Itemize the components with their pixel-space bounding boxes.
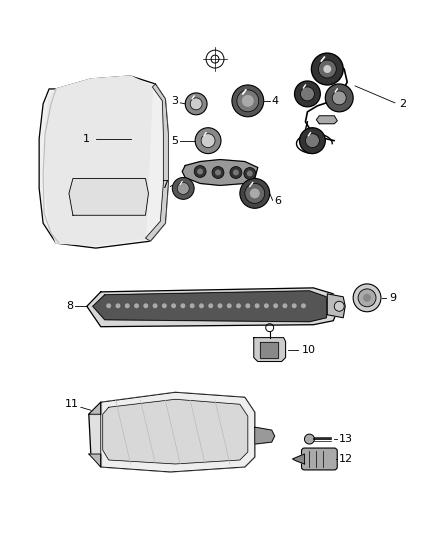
Polygon shape — [45, 76, 152, 245]
Circle shape — [233, 169, 239, 175]
Circle shape — [304, 434, 314, 444]
Circle shape — [334, 301, 344, 311]
Circle shape — [232, 85, 264, 117]
Text: 12: 12 — [339, 454, 353, 464]
Circle shape — [245, 183, 265, 203]
Circle shape — [245, 303, 250, 308]
Circle shape — [300, 87, 314, 101]
Circle shape — [294, 81, 320, 107]
Circle shape — [244, 167, 256, 180]
Polygon shape — [93, 291, 326, 322]
Polygon shape — [39, 76, 168, 248]
Circle shape — [300, 128, 325, 154]
Polygon shape — [327, 294, 345, 318]
Circle shape — [292, 303, 297, 308]
Text: 2: 2 — [399, 99, 406, 109]
Circle shape — [227, 303, 232, 308]
Circle shape — [177, 182, 189, 195]
Text: 5: 5 — [171, 136, 178, 146]
Polygon shape — [182, 159, 258, 185]
Polygon shape — [69, 179, 148, 215]
Circle shape — [332, 91, 346, 105]
Circle shape — [171, 303, 176, 308]
Circle shape — [264, 303, 269, 308]
Circle shape — [247, 171, 253, 176]
Circle shape — [180, 303, 185, 308]
Circle shape — [230, 166, 242, 179]
Text: 11: 11 — [65, 399, 79, 409]
Circle shape — [143, 303, 148, 308]
Polygon shape — [316, 116, 337, 124]
Circle shape — [273, 303, 278, 308]
Polygon shape — [255, 427, 275, 444]
Circle shape — [172, 177, 194, 199]
Text: 9: 9 — [389, 293, 396, 303]
Text: 6: 6 — [275, 196, 282, 206]
Circle shape — [215, 169, 221, 175]
Circle shape — [152, 303, 158, 308]
Circle shape — [318, 60, 336, 78]
Circle shape — [190, 98, 202, 110]
Polygon shape — [87, 288, 339, 327]
Circle shape — [283, 303, 287, 308]
Circle shape — [250, 188, 260, 198]
Polygon shape — [101, 392, 255, 472]
Polygon shape — [145, 84, 168, 241]
Circle shape — [197, 168, 203, 174]
Polygon shape — [293, 454, 304, 464]
Circle shape — [125, 303, 130, 308]
Circle shape — [201, 134, 215, 148]
Polygon shape — [89, 392, 255, 472]
Text: 4: 4 — [272, 96, 279, 106]
Polygon shape — [260, 342, 278, 358]
Circle shape — [106, 303, 111, 308]
Circle shape — [240, 179, 270, 208]
Circle shape — [185, 93, 207, 115]
Circle shape — [134, 303, 139, 308]
Circle shape — [194, 166, 206, 177]
Polygon shape — [89, 402, 101, 414]
Circle shape — [199, 303, 204, 308]
Circle shape — [323, 65, 331, 73]
Circle shape — [301, 303, 306, 308]
Circle shape — [254, 303, 260, 308]
Circle shape — [116, 303, 120, 308]
Circle shape — [218, 303, 223, 308]
Circle shape — [363, 294, 371, 302]
Circle shape — [325, 84, 353, 112]
Circle shape — [195, 128, 221, 154]
Circle shape — [208, 303, 213, 308]
Text: 7: 7 — [161, 181, 168, 190]
Circle shape — [358, 289, 376, 307]
Text: 3: 3 — [171, 96, 178, 106]
FancyBboxPatch shape — [301, 448, 337, 470]
Text: 13: 13 — [339, 434, 353, 444]
Circle shape — [237, 90, 259, 112]
Circle shape — [190, 303, 194, 308]
Polygon shape — [89, 454, 101, 467]
Circle shape — [305, 134, 319, 148]
Circle shape — [242, 95, 254, 107]
Circle shape — [311, 53, 343, 85]
Circle shape — [212, 166, 224, 179]
Text: 8: 8 — [66, 301, 73, 311]
Circle shape — [353, 284, 381, 312]
Text: 10: 10 — [301, 344, 315, 354]
Circle shape — [236, 303, 241, 308]
Polygon shape — [254, 337, 286, 361]
Polygon shape — [103, 399, 248, 464]
Circle shape — [162, 303, 167, 308]
Text: 1: 1 — [82, 134, 89, 144]
